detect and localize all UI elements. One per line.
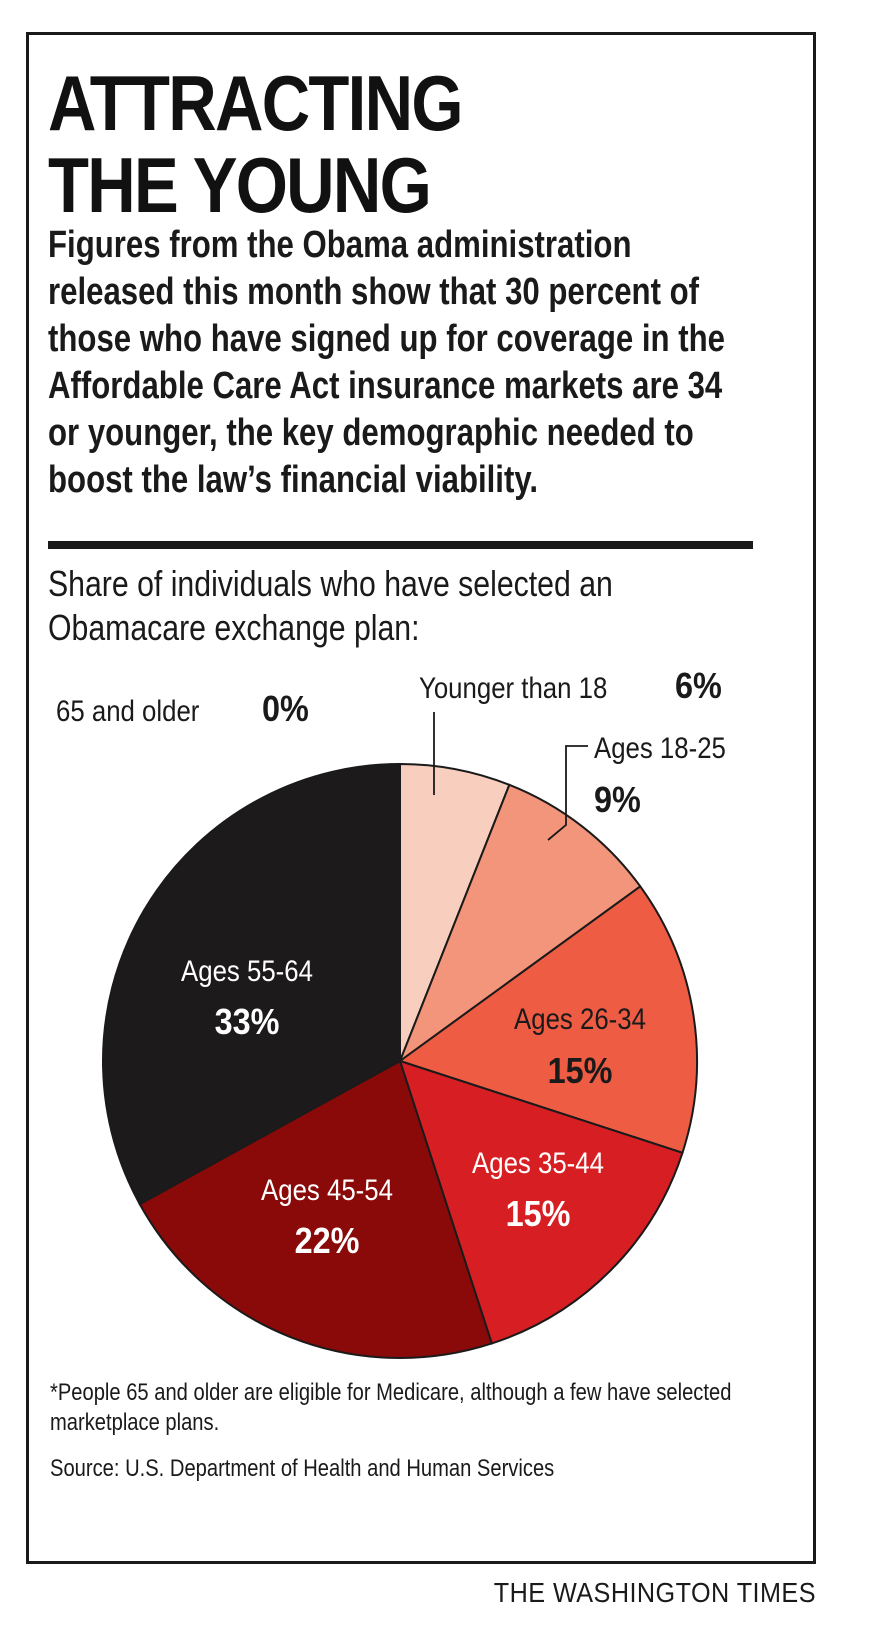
slice-value-younger-than-18: 6%: [675, 666, 722, 706]
slice-label-ages-18-25: Ages 18-25: [594, 731, 726, 764]
slice-value-ages-55-64: 33%: [215, 1002, 280, 1042]
headline-line-2: THE YOUNG: [48, 141, 432, 229]
slice-label-ages-26-34: Ages 26-34: [514, 1002, 646, 1035]
slice-value-ages-35-44: 15%: [506, 1194, 571, 1234]
pie-slice-ages-26-34: [397, 885, 698, 1155]
leader-line-ages-18-25: [547, 745, 588, 841]
chart-title: Share of individuals who have selected a…: [48, 563, 613, 648]
graphic-frame: [26, 32, 816, 1564]
slice-label-ages-45-54: Ages 45-54: [261, 1173, 393, 1206]
pie-slice-ages-45-54: [138, 1059, 494, 1359]
slice-value-ages-45-54: 22%: [295, 1221, 360, 1261]
intro-text: Figures from the Obama administration re…: [48, 224, 725, 501]
slice-value-ages-18-25: 9%: [594, 780, 641, 820]
divider-rule: [48, 541, 753, 549]
headline-line-1: ATTRACTING: [48, 59, 464, 147]
headline: ATTRACTING THE YOUNG: [48, 62, 667, 226]
slice-label-ages-35-44: Ages 35-44: [472, 1146, 604, 1179]
slice-label-65-and-older: 65 and older: [56, 694, 199, 727]
footnote: *People 65 and older are eligible for Me…: [50, 1379, 732, 1436]
slice-label-ages-55-64: Ages 55-64: [181, 954, 313, 987]
pie-slice-ages-18-25: [397, 783, 642, 1064]
pie-slice-ages-35-44: [398, 1059, 684, 1345]
pie-slice-ages-55-64: [102, 762, 401, 1206]
slice-label-younger-than-18: Younger than 18: [419, 671, 607, 704]
slice-value-ages-26-34: 15%: [548, 1051, 613, 1091]
publisher-credit: THE WASHINGTON TIMES: [493, 1577, 816, 1608]
source-line: Source: U.S. Department of Health and Hu…: [50, 1455, 555, 1482]
slice-value-65-and-older: 0%: [262, 689, 309, 729]
